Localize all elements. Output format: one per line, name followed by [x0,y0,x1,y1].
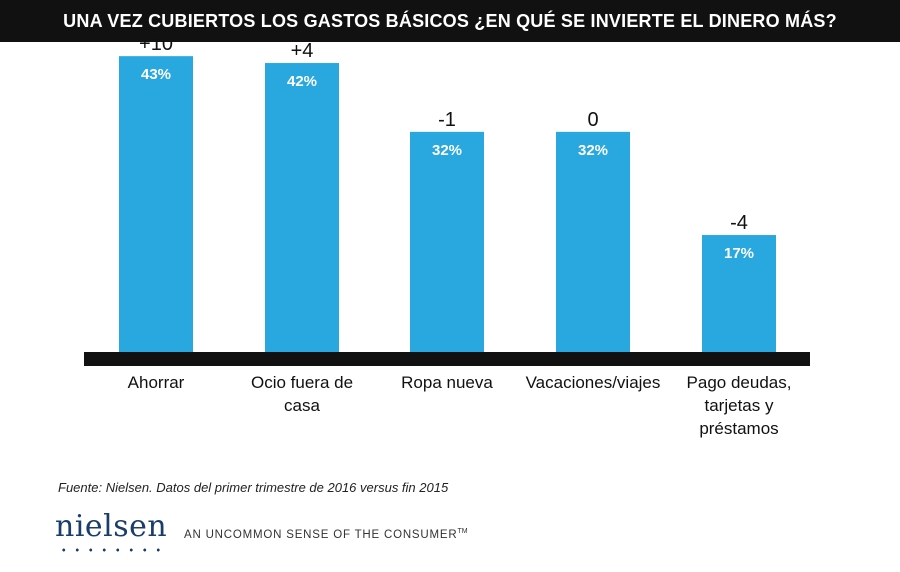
category-label: Ocio fuera de [251,373,353,392]
bar [265,63,339,352]
chart-title: UNA VEZ CUBIERTOS LOS GASTOS BÁSICOS ¿EN… [0,0,900,42]
source-note: Fuente: Nielsen. Datos del primer trimes… [58,480,449,495]
change-label: -1 [438,109,456,131]
bar [119,56,193,352]
category-label: Ahorrar [128,373,185,392]
bar [556,131,630,352]
category-label: Vacaciones/viajes [526,373,661,392]
x-axis-bar [84,352,810,366]
category-label: tarjetas y [705,396,774,415]
bar-value-label: 32% [432,142,462,159]
tagline: AN UNCOMMON SENSE OF THE CONSUMERTM [184,528,468,541]
tagline-text: AN UNCOMMON SENSE OF THE CONSUMER [184,528,458,541]
change-label: 0 [587,109,598,131]
change-label: +4 [291,40,314,62]
category-label: Pago deudas, [687,373,792,392]
change-label: -4 [730,212,748,234]
logo-dots [57,547,165,553]
nielsen-logo: nielsen [55,509,168,544]
category-label: casa [284,396,320,415]
bar [410,131,484,352]
bar-value-label: 43% [141,66,171,83]
bar-value-label: 42% [287,73,317,90]
trademark-mark: TM [457,528,468,535]
bar-chart: 43% +10 Ahorrar 42% +4 Ocio fuera de casa 32% -1… [84,33,810,438]
category-label: Ropa nueva [401,373,493,392]
bar [702,235,776,352]
change-label: +10 [139,33,173,55]
category-label: préstamos [699,419,778,438]
bar-value-label: 32% [578,142,608,159]
bar-value-label: 17% [724,245,754,262]
